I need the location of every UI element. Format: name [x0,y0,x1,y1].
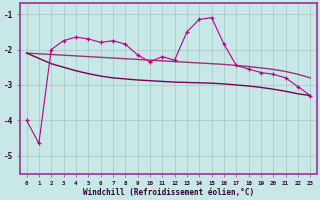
X-axis label: Windchill (Refroidissement éolien,°C): Windchill (Refroidissement éolien,°C) [83,188,254,197]
